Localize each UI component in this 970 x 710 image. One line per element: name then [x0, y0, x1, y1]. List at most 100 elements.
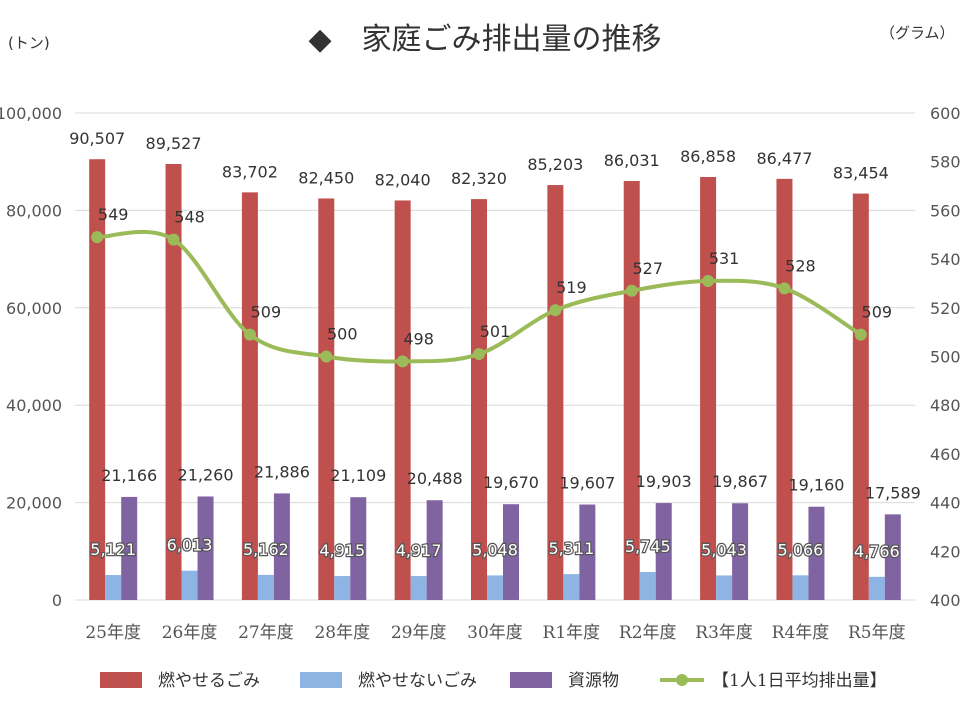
- bar-burnable: [852, 193, 869, 600]
- left-axis-unit: (トン): [8, 34, 50, 52]
- bar-non-burnable: [334, 576, 351, 600]
- data-label-burnable: 89,527: [146, 134, 202, 153]
- bar-recyclables: [350, 497, 367, 600]
- data-label-average: 509: [862, 303, 893, 322]
- line-point: [473, 348, 485, 361]
- x-axis-tick-label: 26年度: [162, 623, 218, 643]
- x-axis-tick-label: R1年度: [543, 623, 601, 643]
- bar-burnable: [776, 178, 793, 601]
- data-label-non-burnable: 4,917: [396, 541, 442, 560]
- data-label-non-burnable: 4,766: [854, 542, 900, 561]
- line-point: [778, 282, 791, 295]
- data-label-recyclables: 19,670: [483, 473, 539, 492]
- left-axis-tick-label: 100,000: [0, 104, 62, 123]
- right-axis-tick-label: 420: [930, 542, 961, 561]
- right-axis-unit: （グラム）: [880, 24, 955, 42]
- data-label-recyclables: 21,109: [330, 466, 386, 485]
- bar-non-burnable: [105, 575, 122, 600]
- left-axis-tick-label: 40,000: [6, 396, 62, 415]
- right-axis-tick-label: 560: [930, 201, 961, 220]
- legend-label: 資源物: [568, 671, 619, 691]
- data-label-non-burnable: 5,745: [625, 537, 671, 556]
- bar-burnable: [89, 159, 106, 601]
- bar-non-burnable: [868, 576, 885, 600]
- data-label-average: 509: [251, 303, 282, 322]
- right-axis-tick-label: 540: [930, 250, 961, 269]
- data-label-non-burnable: 5,311: [548, 539, 594, 558]
- right-axis-tick-label: 400: [930, 591, 961, 610]
- line-point: [625, 284, 638, 297]
- bar-recyclables: [121, 496, 138, 600]
- data-label-non-burnable: 5,162: [243, 540, 289, 559]
- data-label-non-burnable: 5,121: [90, 540, 136, 559]
- data-label-recyclables: 20,488: [407, 469, 463, 488]
- right-axis-tick-label: 500: [930, 348, 961, 367]
- x-axis-tick-label: 30年度: [467, 623, 523, 643]
- bar-burnable: [623, 181, 640, 600]
- data-label-recyclables: 19,903: [636, 472, 692, 491]
- left-axis-tick-label: 60,000: [6, 299, 62, 318]
- data-label-recyclables: 21,166: [101, 466, 157, 485]
- data-label-burnable: 86,858: [680, 147, 736, 166]
- data-label-recyclables: 19,160: [788, 476, 844, 495]
- data-label-burnable: 86,477: [756, 149, 812, 168]
- line-point: [243, 328, 256, 341]
- data-label-average: 519: [556, 278, 587, 297]
- bar-non-burnable: [639, 572, 656, 600]
- bar-non-burnable: [563, 574, 580, 600]
- line-point: [396, 355, 409, 368]
- bar-burnable: [165, 164, 182, 600]
- data-label-burnable: 86,031: [604, 151, 660, 170]
- data-label-burnable: 82,040: [375, 170, 431, 189]
- data-label-burnable: 82,450: [298, 168, 354, 187]
- bar-burnable: [241, 192, 258, 600]
- bar-burnable: [394, 200, 411, 600]
- data-label-non-burnable: 5,043: [701, 540, 747, 559]
- data-label-average: 501: [480, 322, 511, 341]
- bar-recyclables: [197, 496, 214, 600]
- data-label-recyclables: 21,886: [254, 462, 310, 481]
- data-label-average: 548: [174, 208, 205, 227]
- line-point: [702, 275, 715, 288]
- data-label-burnable: 85,203: [527, 155, 583, 174]
- bar-burnable: [318, 198, 335, 600]
- bar-non-burnable: [792, 575, 809, 600]
- data-label-average: 498: [403, 329, 434, 348]
- x-axis-tick-label: 28年度: [314, 623, 370, 643]
- x-axis-tick-label: R5年度: [848, 623, 906, 643]
- legend-swatch-marker: [676, 674, 688, 686]
- bar-recyclables: [273, 493, 290, 600]
- bar-burnable: [471, 199, 487, 600]
- bar-burnable: [547, 185, 564, 600]
- data-label-recyclables: 19,867: [712, 472, 768, 491]
- left-axis-tick-label: 80,000: [6, 201, 62, 220]
- bar-recyclables: [579, 504, 596, 600]
- line-point: [549, 304, 562, 317]
- data-label-non-burnable: 5,066: [778, 540, 824, 559]
- bar-recyclables: [655, 503, 672, 600]
- right-axis-tick-label: 440: [930, 494, 961, 513]
- data-label-average: 527: [632, 259, 663, 278]
- x-axis-tick-label: 29年度: [391, 623, 447, 643]
- data-label-average: 528: [785, 256, 816, 275]
- left-axis-tick-label: 0: [52, 591, 62, 610]
- x-axis-tick-label: R4年度: [772, 623, 830, 643]
- line-point: [167, 233, 180, 246]
- data-label-average: 500: [327, 325, 358, 344]
- x-axis-tick-label: 27年度: [238, 623, 294, 643]
- data-label-non-burnable: 5,048: [472, 540, 518, 559]
- right-axis-tick-label: 460: [930, 445, 961, 464]
- data-label-burnable: 83,702: [222, 162, 278, 181]
- bar-recyclables: [808, 506, 825, 600]
- left-axis-tick-label: 20,000: [6, 494, 62, 513]
- legend-swatch: [300, 672, 342, 688]
- bar-recyclables: [426, 500, 443, 600]
- data-label-burnable: 82,320: [451, 169, 507, 188]
- line-point: [320, 350, 333, 363]
- data-label-recyclables: 21,260: [178, 465, 234, 484]
- data-label-recyclables: 17,589: [865, 483, 921, 502]
- legend-swatch: [100, 672, 142, 688]
- legend-swatch: [510, 672, 552, 688]
- right-axis-tick-label: 580: [930, 153, 961, 172]
